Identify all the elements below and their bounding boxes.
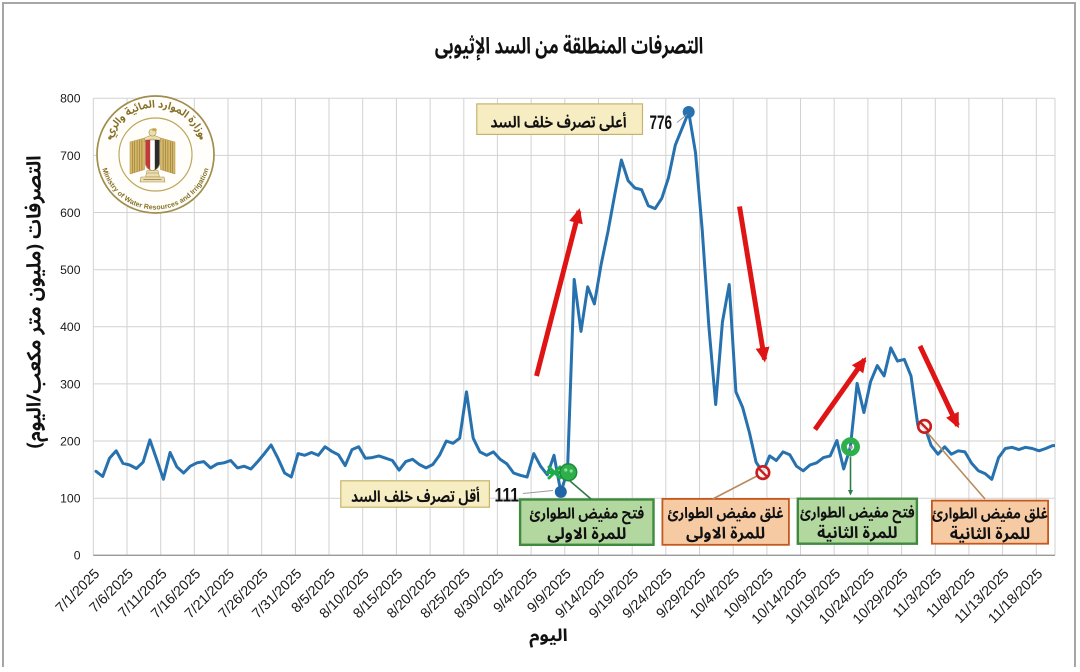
svg-text:500: 500 <box>60 263 81 277</box>
svg-text:f: f <box>119 193 126 200</box>
svg-text:o: o <box>156 204 161 211</box>
svg-text:200: 200 <box>60 434 81 448</box>
svg-text:n: n <box>203 167 211 173</box>
svg-text:400: 400 <box>60 320 81 334</box>
svg-text:s: s <box>106 179 114 186</box>
svg-text:s: s <box>174 200 180 208</box>
svg-text:c: c <box>167 202 173 210</box>
svg-text:n: n <box>182 195 189 203</box>
svg-text:n: n <box>103 174 111 181</box>
svg-text:o: o <box>116 190 124 198</box>
svg-text:a: a <box>197 178 205 185</box>
svg-text:r: r <box>164 203 168 210</box>
svg-text:100: 100 <box>60 492 81 506</box>
svg-text:t: t <box>199 176 207 182</box>
svg-text:u: u <box>160 204 165 212</box>
svg-text:R: R <box>143 203 149 211</box>
svg-text:d: d <box>185 192 193 200</box>
svg-text:r: r <box>110 184 117 191</box>
svg-text:i: i <box>194 185 201 191</box>
svg-text:e: e <box>170 201 176 209</box>
svg-text:r: r <box>138 202 143 210</box>
svg-text:600: 600 <box>60 206 81 220</box>
svg-text:t: t <box>108 182 115 188</box>
svg-text:r: r <box>192 186 199 193</box>
svg-text:i: i <box>102 173 109 177</box>
svg-text:776: 776 <box>650 113 673 134</box>
svg-text:111: 111 <box>495 485 520 506</box>
svg-text:s: s <box>153 204 157 211</box>
svg-text:e: e <box>148 204 153 211</box>
svg-text:r: r <box>191 188 198 195</box>
svg-text:i: i <box>200 175 207 180</box>
svg-text:o: o <box>201 171 209 178</box>
svg-text:e: e <box>135 201 141 209</box>
svg-text:W: W <box>123 195 133 205</box>
svg-text:700: 700 <box>60 149 81 163</box>
svg-text:i: i <box>105 178 112 183</box>
svg-text:300: 300 <box>60 377 81 391</box>
svg-text:I: I <box>189 190 195 196</box>
svg-text:a: a <box>178 197 185 205</box>
svg-text:M: M <box>100 167 109 175</box>
svg-text:800: 800 <box>60 92 81 106</box>
svg-text:g: g <box>195 181 203 189</box>
svg-text:y: y <box>111 186 119 194</box>
svg-text:a: a <box>129 198 136 206</box>
svg-text:t: t <box>132 200 137 208</box>
svg-text:0: 0 <box>74 549 81 563</box>
